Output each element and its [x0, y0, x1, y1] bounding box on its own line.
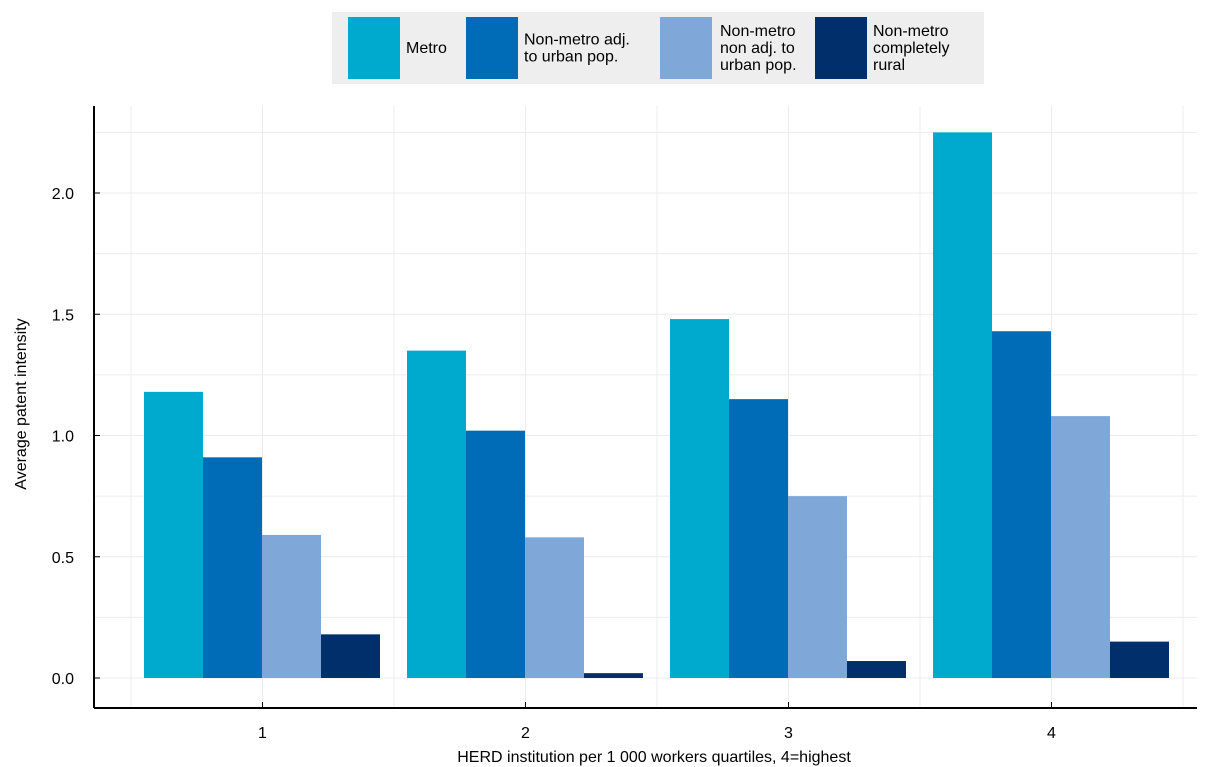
legend-label: rural	[873, 57, 905, 74]
legend-label: urban pop.	[720, 57, 797, 74]
bar-non-metro-adj-to-urban-pop--q4	[992, 331, 1051, 678]
x-tick-label: 4	[1047, 725, 1056, 742]
bar-non-metro-completely-rural-q1	[321, 634, 380, 678]
bar-non-metro-non-adj-to-urban-pop--q1	[262, 534, 321, 678]
y-tick-label: 1.0	[52, 429, 74, 446]
legend-swatch	[660, 17, 712, 79]
legend-background	[332, 12, 984, 84]
bar-non-metro-adj-to-urban-pop--q3	[729, 399, 788, 678]
y-axis-title: Average patent intensity	[13, 318, 30, 489]
x-tick-label: 2	[521, 725, 530, 742]
bar-metro-q1	[144, 391, 203, 678]
x-axis-title: HERD institution per 1 000 workers quart…	[457, 749, 851, 766]
y-tick-label: 1.5	[52, 307, 74, 324]
legend-label: Non-metro adj.	[524, 32, 630, 49]
legend-label: Non-metro	[873, 23, 949, 40]
y-tick-label: 0.5	[52, 550, 74, 567]
x-tick-label: 3	[784, 725, 793, 742]
legend-swatch	[815, 17, 867, 79]
y-tick-labels: 0.0 0.5 1.0 1.5 2.0	[52, 186, 100, 688]
legend-label: non adj. to	[720, 40, 795, 57]
bars	[144, 132, 1169, 678]
y-tick-label: 2.0	[52, 186, 74, 203]
bar-non-metro-completely-rural-q2	[584, 673, 643, 678]
y-tick-label: 0.0	[52, 671, 74, 688]
legend-swatch	[348, 17, 400, 79]
bar-non-metro-adj-to-urban-pop--q1	[203, 457, 262, 678]
bar-metro-q2	[407, 350, 466, 678]
bar-non-metro-non-adj-to-urban-pop--q3	[788, 496, 847, 678]
bar-metro-q4	[933, 132, 992, 678]
bar-non-metro-adj-to-urban-pop--q2	[466, 430, 525, 678]
bar-non-metro-non-adj-to-urban-pop--q4	[1051, 416, 1110, 678]
legend-label: Non-metro	[720, 23, 796, 40]
bar-non-metro-non-adj-to-urban-pop--q2	[525, 537, 584, 678]
bar-non-metro-completely-rural-q4	[1110, 641, 1169, 678]
legend-label: Metro	[406, 40, 447, 57]
legend-label: to urban pop.	[524, 49, 618, 66]
x-tick-label: 1	[258, 725, 267, 742]
grid	[94, 106, 1197, 708]
x-tick-labels: 1 2 3 4	[258, 702, 1056, 742]
legend: Metro Non-metro adj.to urban pop. Non-metr…	[332, 12, 984, 84]
bar-non-metro-completely-rural-q3	[847, 661, 906, 678]
axes	[93, 106, 1197, 709]
legend-swatch	[466, 17, 518, 79]
legend-label: completely	[873, 40, 949, 57]
bar-metro-q3	[670, 319, 729, 678]
